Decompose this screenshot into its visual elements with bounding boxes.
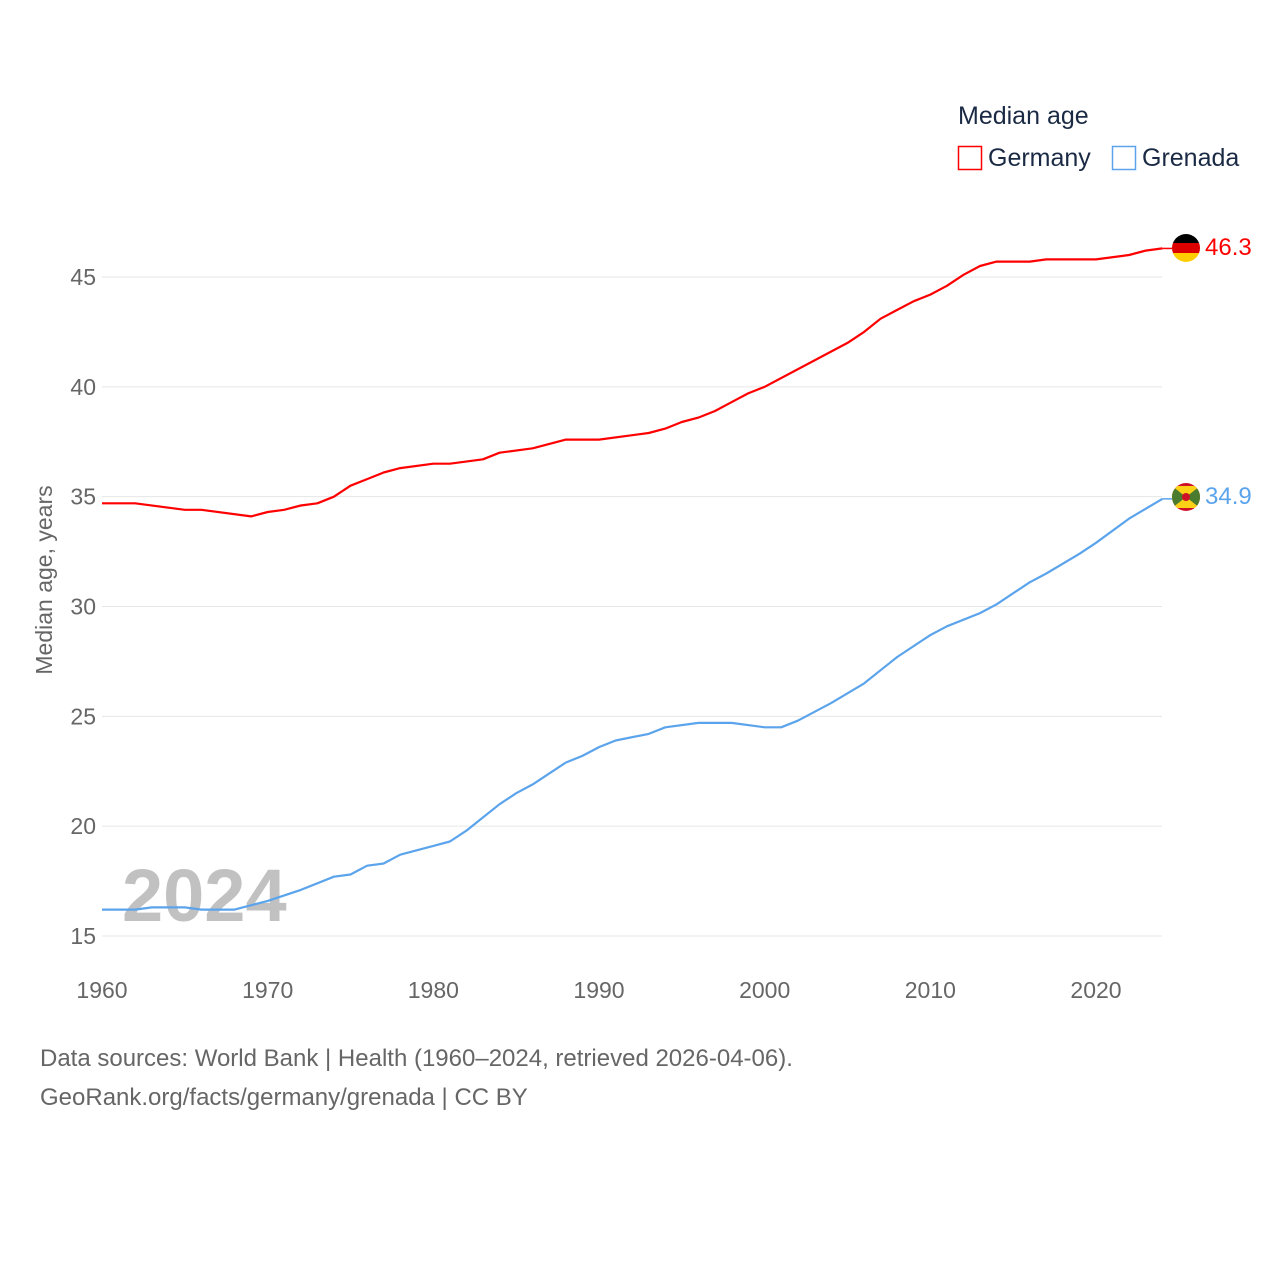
legend-label-germany[interactable]: Germany: [988, 144, 1091, 172]
x-tick-label: 2020: [1070, 977, 1121, 1003]
x-tick-label: 1980: [408, 977, 459, 1003]
germany-end-label: 46.3: [1205, 234, 1252, 261]
series-line-germany[interactable]: [102, 247, 1163, 518]
y-tick-label: 20: [70, 813, 96, 839]
x-tick-label: 1960: [76, 977, 127, 1003]
x-tick-label: 2010: [905, 977, 956, 1003]
x-tick-label: 2000: [739, 977, 790, 1003]
legend-title: Median age: [958, 102, 1089, 130]
y-tick-label: 35: [70, 484, 96, 510]
footer-sources: Data sources: World Bank | Health (1960–…: [40, 1045, 793, 1072]
x-tick-label: 1970: [242, 977, 293, 1003]
y-tick-label: 45: [70, 264, 96, 290]
y-tick-label: 40: [70, 374, 96, 400]
footer-attribution[interactable]: GeoRank.org/facts/germany/grenada | CC B…: [40, 1084, 528, 1111]
legend-label-grenada[interactable]: Grenada: [1142, 144, 1239, 172]
series-line-grenada[interactable]: [102, 497, 1163, 911]
y-tick-label: 15: [70, 923, 96, 949]
grenada-flag-icon: [1172, 483, 1200, 511]
legend-swatch-germany[interactable]: [957, 145, 983, 171]
y-tick-label: 25: [70, 703, 96, 729]
germany-flag-icon: [1172, 234, 1200, 262]
watermark-year: 2024: [122, 854, 287, 937]
grenada-end-label: 34.9: [1205, 483, 1252, 510]
y-tick-label: 30: [70, 594, 96, 620]
y-axis-label: Median age, years: [31, 485, 57, 674]
legend-swatch-grenada[interactable]: [1111, 145, 1137, 171]
x-tick-label: 1990: [573, 977, 624, 1003]
